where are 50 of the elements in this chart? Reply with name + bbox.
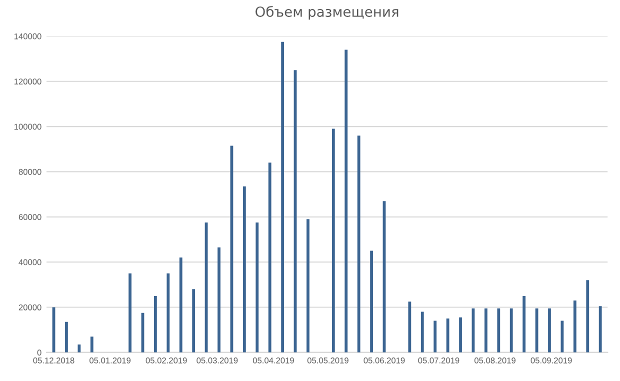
bar <box>598 306 602 352</box>
bar <box>242 186 246 352</box>
x-tick-label: 05.04.2019 <box>252 358 294 364</box>
x-tick-label: 05.12.2018 <box>33 358 74 364</box>
x-tick-label: 05.06.2019 <box>364 358 405 364</box>
x-tick-label: 05.03.2019 <box>196 358 238 364</box>
y-tick-label: 60000 <box>18 214 42 220</box>
chart-title: Объем размещения <box>256 6 398 20</box>
bar <box>128 273 132 352</box>
bar <box>268 162 272 352</box>
y-tick-label: 140000 <box>14 33 42 40</box>
bar <box>484 308 488 352</box>
bar <box>522 296 526 352</box>
bar <box>573 300 576 352</box>
bar <box>306 219 310 352</box>
y-tick-label: 20000 <box>18 304 42 310</box>
bar <box>434 320 437 352</box>
bar <box>65 322 68 352</box>
bar <box>192 289 196 352</box>
x-tick-label: 05.05.2019 <box>307 358 348 364</box>
bar <box>420 312 424 352</box>
bar <box>548 308 551 352</box>
bar <box>510 308 513 352</box>
bar <box>357 136 360 352</box>
bar <box>90 336 94 352</box>
y-tick-label: 40000 <box>18 259 42 266</box>
bar <box>154 296 157 352</box>
bar <box>459 317 462 352</box>
bar <box>586 280 590 352</box>
x-tick-label: 05.08.2019 <box>474 358 516 364</box>
bar <box>332 128 335 352</box>
y-tick-label: 100000 <box>14 124 42 130</box>
bar <box>256 222 259 352</box>
bar <box>446 318 450 352</box>
bar <box>218 247 220 352</box>
y-tick-label: 120000 <box>14 78 42 84</box>
x-tick-label: 05.07.2019 <box>418 358 460 364</box>
bar <box>179 258 182 352</box>
bar <box>408 302 412 352</box>
bar <box>281 42 284 352</box>
x-tick-label: 05.09.2019 <box>530 358 572 364</box>
y-tick-label: 80000 <box>18 168 42 175</box>
bar <box>78 344 81 352</box>
y-tick-label: 0 <box>37 350 42 356</box>
x-tick-label: 05.02.2019 <box>146 358 187 364</box>
bar <box>370 250 373 352</box>
x-tick-label: 05.01.2019 <box>90 358 131 364</box>
bar <box>166 273 170 352</box>
bar <box>344 50 348 352</box>
bar <box>497 308 500 352</box>
